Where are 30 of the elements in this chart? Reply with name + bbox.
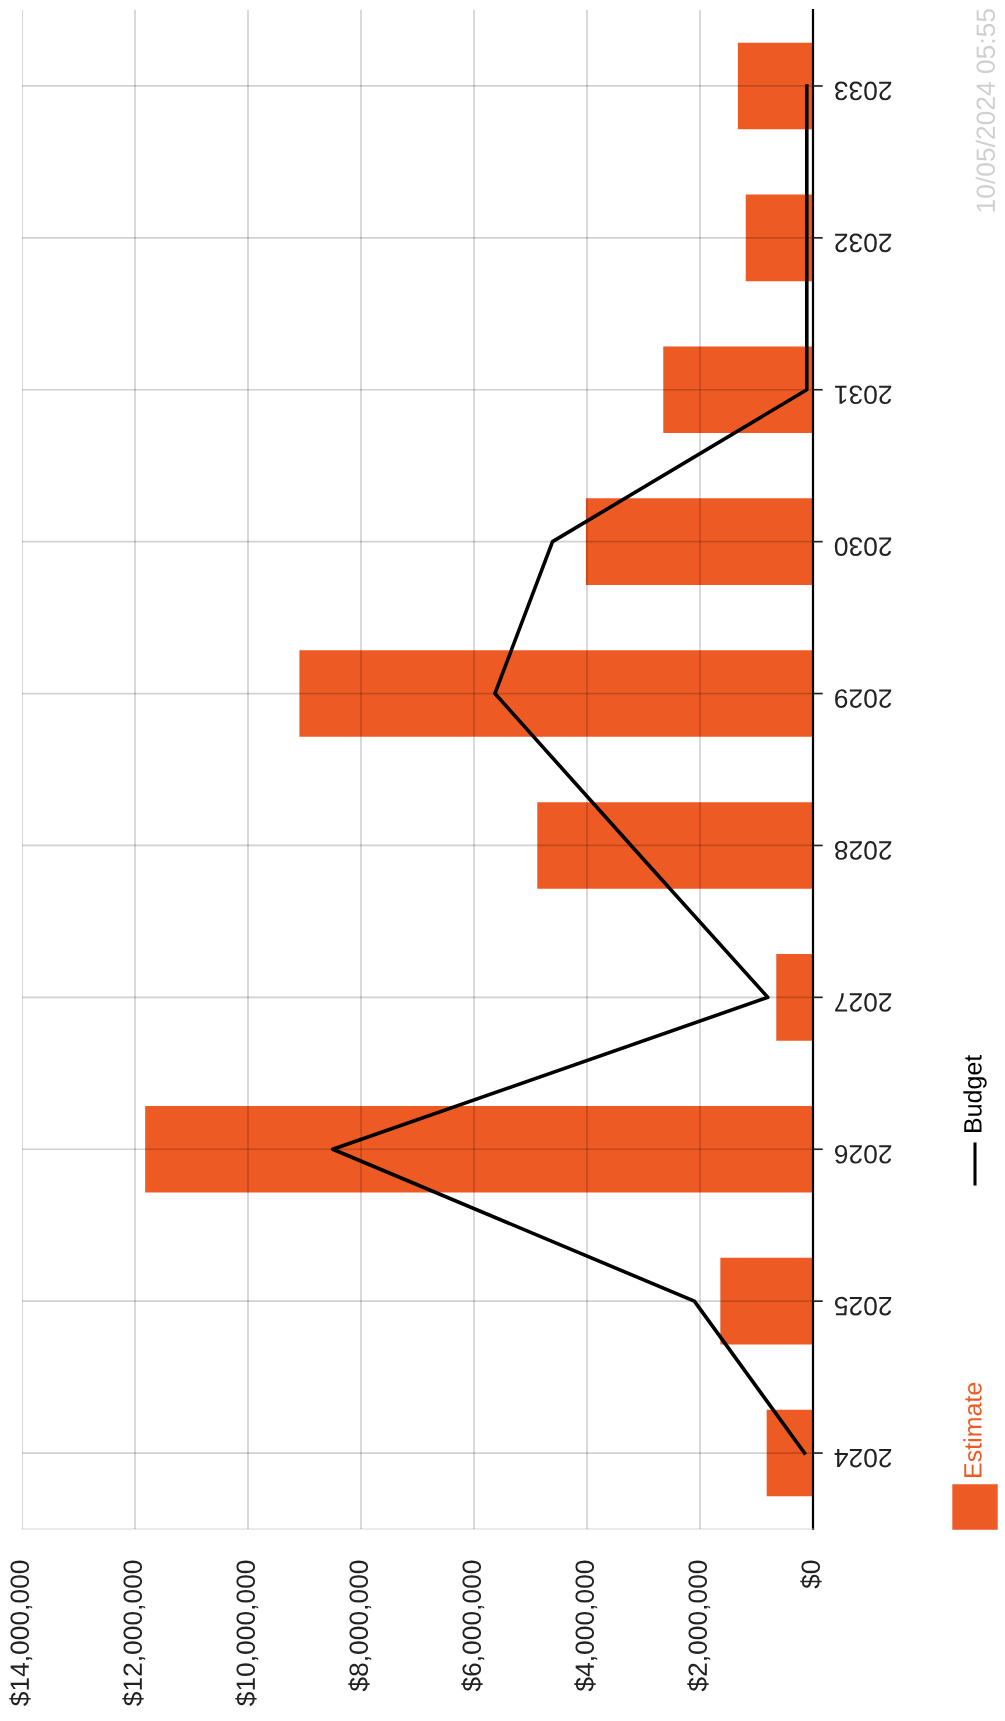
bar <box>585 498 813 585</box>
x-tick-label: $4,000,000 <box>574 1560 598 1692</box>
x-tick-label: $8,000,000 <box>348 1560 372 1692</box>
y-tick-label: 2030 <box>834 537 892 556</box>
bar <box>145 1105 813 1193</box>
y-tick-label: 2031 <box>835 385 892 405</box>
x-tick-label: $12,000,000 <box>122 1560 146 1707</box>
y-tick-label: 2027 <box>835 993 892 1012</box>
y-tick-label: 2024 <box>834 1448 892 1468</box>
text: Budget <box>963 1054 987 1132</box>
y-tick-label: 2028 <box>834 841 892 860</box>
x-tick-label: $10,000,000 <box>235 1560 259 1707</box>
y-tick-label: 2029 <box>835 689 892 708</box>
bar <box>663 346 813 434</box>
y-tick-label: 2025 <box>834 1296 892 1316</box>
bar <box>737 42 813 130</box>
x-tick-label: $14,000,000 <box>9 1560 33 1707</box>
bar <box>720 1257 813 1345</box>
bar <box>745 194 813 282</box>
bar <box>776 954 813 1041</box>
x-tick-label: $0 <box>800 1560 822 1589</box>
x-tick-label: $6,000,000 <box>461 1560 485 1692</box>
x-tick-label: $2,000,000 <box>687 1560 711 1692</box>
bar <box>766 1409 813 1497</box>
text: Estimate <box>963 1382 982 1477</box>
bar <box>299 650 813 737</box>
y-tick-label: 2026 <box>834 1144 892 1164</box>
bar <box>537 802 813 889</box>
y-tick-label: 2032 <box>835 233 892 253</box>
y-tick-label: 2033 <box>834 81 892 101</box>
